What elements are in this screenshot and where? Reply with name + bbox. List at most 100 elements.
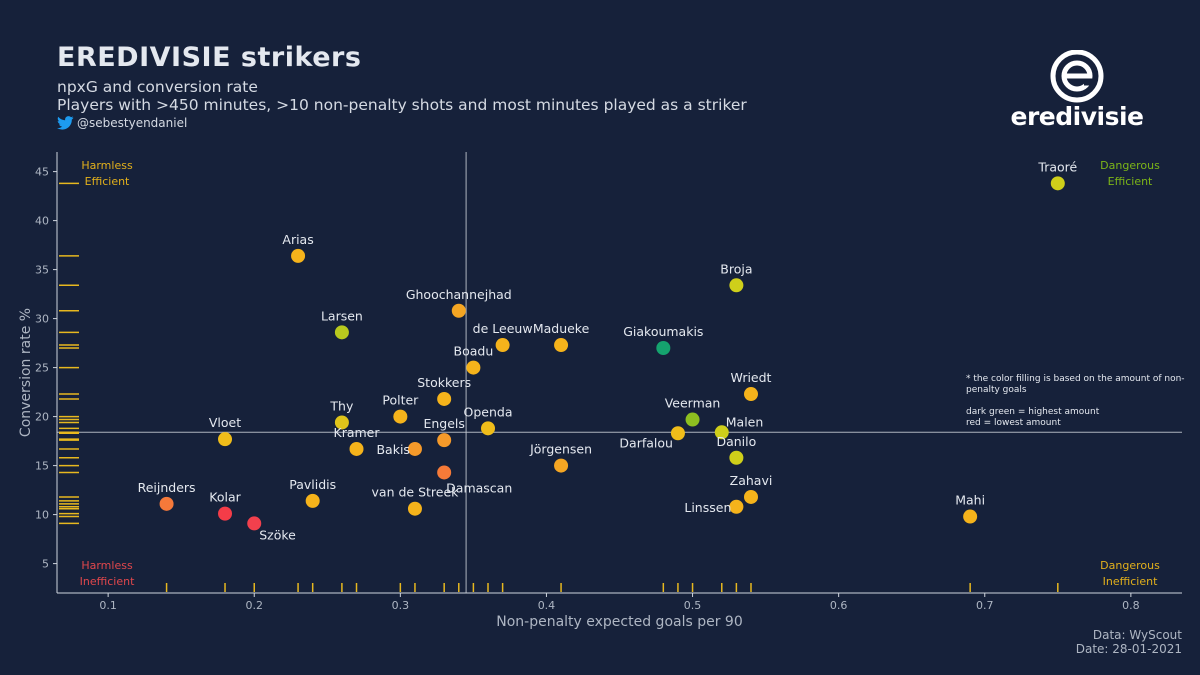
player-label: Thy [329, 398, 354, 413]
player-label: Damascan [446, 480, 512, 495]
player-label: Jörgensen [529, 442, 592, 457]
quadrant-label: Inefficient [1103, 575, 1158, 588]
chart-subtitle-criteria: Players with >450 minutes, >10 non-penal… [57, 96, 747, 114]
player-point [247, 516, 262, 531]
y-tick-label: 45 [35, 166, 49, 179]
player-point [963, 509, 978, 524]
player-point [554, 338, 569, 353]
chart-subtitle: npxG and conversion rate [57, 78, 258, 96]
author-handle[interactable]: @sebestyendaniel [57, 116, 187, 130]
player-point [729, 450, 744, 465]
player-point [407, 441, 422, 456]
eredivisie-logo: eredivisie [1002, 50, 1152, 134]
x-tick-label: 0.1 [99, 599, 117, 612]
quadrant-label: Dangerous [1100, 159, 1160, 172]
quadrant-label: Harmless [81, 559, 133, 572]
player-label: Boadu [454, 344, 494, 359]
data-source: Data: WyScout [1092, 628, 1182, 642]
player-point [554, 458, 569, 473]
player-point [437, 465, 452, 480]
player-point [714, 425, 729, 440]
player-point [670, 426, 685, 441]
player-label: Engels [423, 416, 464, 431]
y-tick-label: 35 [35, 264, 49, 277]
x-tick-label: 0.4 [538, 599, 556, 612]
x-tick-label: 0.8 [1122, 599, 1140, 612]
player-point [218, 432, 233, 447]
player-label: Kolar [209, 490, 241, 505]
player-label: Reijnders [138, 480, 196, 495]
player-label: Mahi [955, 493, 985, 508]
player-label: Wriedt [731, 370, 772, 385]
data-date: Date: 28-01-2021 [1075, 642, 1182, 656]
eredivisie-wordmark: eredivisie [1010, 102, 1144, 131]
y-tick-label: 30 [35, 313, 49, 326]
player-label: Madueke [533, 321, 590, 336]
quadrant-label: Dangerous [1100, 559, 1160, 572]
y-tick-label: 20 [35, 411, 49, 424]
x-tick-label: 0.3 [392, 599, 410, 612]
player-point [159, 496, 174, 511]
x-tick-label: 0.7 [976, 599, 994, 612]
x-tick-label: 0.2 [245, 599, 263, 612]
y-tick-label: 25 [35, 362, 49, 375]
player-label: van de Streek [372, 485, 460, 500]
player-label: Danilo [716, 434, 756, 449]
x-axis-label: Non-penalty expected goals per 90 [496, 614, 743, 630]
player-label: Giakoumakis [623, 324, 703, 339]
y-axis-label: Conversion rate % [18, 308, 34, 437]
player-label: Broja [720, 261, 752, 276]
player-point [334, 415, 349, 430]
player-point [743, 489, 758, 504]
color-note-line: * the color filling is based on the amou… [966, 374, 1185, 395]
twitter-bird-icon [57, 116, 74, 130]
player-point [495, 338, 510, 353]
player-label: de Leeuw [473, 321, 533, 336]
player-point [305, 493, 320, 508]
quadrant-label: Inefficient [80, 575, 135, 588]
player-label: Arias [282, 232, 313, 247]
player-label: Ghoochannejhad [406, 287, 512, 302]
player-point [393, 409, 408, 424]
player-point [656, 341, 671, 355]
player-label: Polter [382, 393, 419, 408]
player-point [729, 499, 744, 514]
y-tick-label: 10 [35, 509, 49, 522]
y-tick-label: 40 [35, 215, 49, 228]
player-point [334, 325, 349, 340]
quadrant-label: Harmless [81, 159, 133, 172]
x-tick-label: 0.5 [684, 599, 702, 612]
color-note-line: dark green = highest amount [966, 407, 1100, 417]
player-label: Linssen [684, 500, 731, 515]
player-point [481, 421, 496, 436]
chart-title: EREDIVISIE strikers [57, 42, 362, 73]
color-note: * the color filling is based on the amou… [966, 374, 1186, 429]
eredivisie-e-logo-icon [1050, 50, 1104, 103]
player-label: Larsen [321, 308, 363, 323]
player-label: Szöke [259, 527, 296, 542]
player-label: Malen [726, 414, 764, 429]
player-label: Traoré [1037, 159, 1077, 174]
player-label: Kramer [334, 425, 381, 440]
player-point [349, 441, 364, 456]
player-point [1050, 176, 1065, 191]
player-point [437, 433, 452, 448]
color-note-line: red = lowest amount [966, 418, 1061, 428]
player-point [218, 506, 233, 521]
quadrant-label: Efficient [85, 175, 130, 188]
player-point [451, 303, 466, 318]
player-label: Darfalou [619, 435, 673, 450]
player-label: Veerman [665, 396, 721, 411]
y-tick-label: 5 [42, 558, 49, 571]
x-tick-label: 0.6 [830, 599, 848, 612]
player-point [685, 412, 700, 427]
player-label: Openda [464, 404, 513, 419]
player-point [729, 278, 744, 293]
player-point [407, 501, 422, 516]
player-point [291, 248, 306, 263]
player-label: Vloet [209, 415, 241, 430]
player-point [437, 391, 452, 406]
player-label: Zahavi [730, 473, 773, 488]
player-point [743, 387, 758, 402]
